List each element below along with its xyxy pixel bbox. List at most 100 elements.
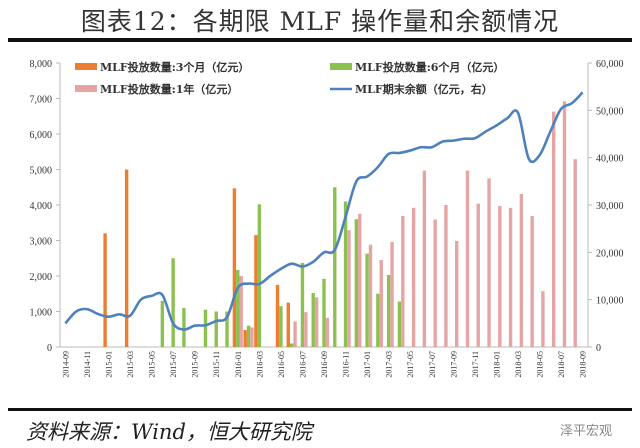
watermark: 泽平宏观 [560,424,613,439]
x-tick-label: 2018-01 [492,351,501,378]
x-tick-label: 2017-03 [385,351,394,378]
bar-3m [124,169,129,347]
left-tick-label: 8,000 [30,59,53,70]
right-tick-label: 0 [596,343,601,354]
bar-6m [354,219,359,347]
bar-1y [358,213,362,347]
bar-6m [203,309,208,347]
bar-6m [279,306,283,347]
left-tick-label: 5,000 [30,166,53,177]
bar-1y [347,230,351,347]
right-tick-label: 20,000 [596,248,624,259]
bar-3m [275,284,280,347]
bar-6m [160,300,165,347]
bar-3m [286,302,290,347]
x-tick-label: 2017-01 [363,351,372,378]
bar-6m [257,204,262,347]
bar-6m [289,343,294,347]
bar-6m [333,187,337,347]
bar-1y [476,203,480,347]
bar-3m [243,329,247,347]
bar-6m [311,293,315,347]
bar-6m [246,325,251,347]
bar-1y [401,216,405,347]
legend-label: MLF期末余额（亿元，右） [355,82,493,96]
bar-1y [390,241,394,347]
x-tick-label: 2018-09 [579,351,588,378]
source-note: 资料来源：Wind，恒大研究院 [26,420,312,444]
x-tick-label: 2017-07 [428,351,437,378]
x-tick-label: 2018-03 [514,351,523,378]
right-tick-label: 60,000 [596,59,624,70]
bar-1y [498,206,502,347]
x-tick-label: 2016-05 [277,351,286,378]
bar-1y [293,321,297,347]
x-tick-label: 2015-01 [104,351,113,378]
bar-1y [314,297,319,347]
left-tick-label: 1,000 [30,308,53,319]
legend-label: MLF投放数量:6个月（亿元） [355,60,504,74]
legend-swatch [75,63,97,70]
legend-swatch [330,63,352,70]
bar-6m [386,274,391,347]
x-tick-label: 2015-05 [148,351,157,378]
bar-1y [444,205,448,347]
bar-1y [519,193,524,347]
bar-1y [411,207,416,347]
bar-3m [232,188,237,347]
bar-6m [322,278,326,347]
x-tick-label: 2017-09 [449,351,458,378]
bar-6m [365,253,369,347]
legend-label: MLF投放数量:3个月（亿元） [100,60,249,74]
bar-1y [541,291,545,347]
left-tick-label: 4,000 [30,201,53,212]
bar-6m [171,258,175,347]
bar-1y [379,260,383,347]
x-tick-label: 2016-07 [298,351,307,378]
x-tick-label: 2015-09 [191,351,200,378]
bar-1y [368,244,373,347]
balance-line [64,91,584,331]
bar-6m [397,301,402,347]
legend-swatch [75,85,97,92]
right-tick-label: 10,000 [596,296,624,307]
x-tick-label: 2017-05 [406,351,415,378]
x-tick-label: 2015-03 [126,351,135,378]
bar-1y [325,317,330,347]
bar-6m [376,293,380,347]
x-tick-label: 2016-09 [320,351,329,378]
left-tick-label: 6,000 [30,130,53,141]
bar-1y [433,219,437,347]
x-tick-label: 2014-11 [83,351,92,377]
x-tick-label: 2017-11 [471,351,480,377]
bar-1y [422,170,427,347]
left-tick-label: 7,000 [30,95,53,106]
bar-1y [573,159,577,347]
x-tick-label: 2015-07 [169,351,178,378]
bar-6m [343,201,348,347]
legend-label: MLF投放数量:1年（亿元） [100,82,238,96]
bar-1y [250,327,254,347]
x-tick-label: 2014-09 [61,351,70,378]
x-tick-label: 2016-03 [255,351,264,378]
bar-1y [239,276,243,347]
bar-6m [225,311,229,347]
x-tick-label: 2018-05 [536,351,545,378]
left-tick-label: 0 [47,343,52,354]
bar-1y [455,240,459,347]
footer-divider [8,408,632,411]
bar-1y [551,111,556,347]
bar-6m [300,262,305,347]
bar-1y [508,207,513,347]
bar-6m [236,269,240,347]
right-tick-label: 50,000 [596,106,624,117]
bar-1y [562,101,567,347]
left-tick-label: 2,000 [30,272,53,283]
bar-1y [304,312,308,347]
x-tick-label: 2016-11 [342,351,351,377]
bar-3m [103,233,107,347]
left-tick-label: 3,000 [30,237,53,248]
right-tick-label: 40,000 [596,154,624,165]
chart-title: 图表12：各期限 MLF 操作量和余额情况 [80,7,560,36]
